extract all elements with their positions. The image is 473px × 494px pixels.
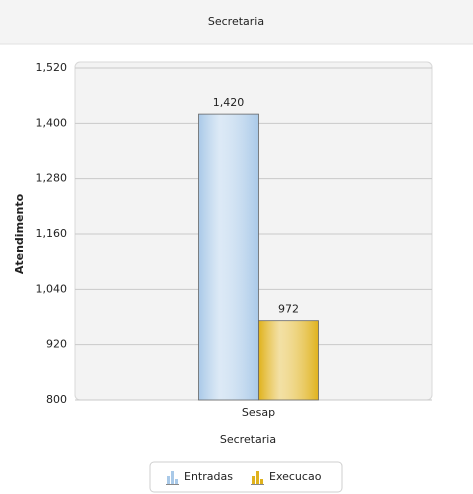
y-tick-label: 1,160 [36, 227, 68, 240]
legend-label: Execucao [269, 470, 322, 483]
legend-icon [260, 479, 263, 484]
value-label: 1,420 [213, 96, 245, 109]
legend-icon [175, 479, 178, 484]
y-tick-label: 1,280 [36, 172, 68, 185]
y-tick-label: 800 [46, 393, 67, 406]
y-tick-label: 1,400 [36, 116, 68, 129]
bar-shine [198, 113, 259, 401]
x-tick-label: Sesap [242, 406, 275, 419]
y-axis-label: Atendimento [13, 193, 26, 274]
value-label: 972 [278, 303, 299, 316]
legend-icon [167, 476, 170, 484]
legend-icon [252, 476, 255, 484]
legend-icon [171, 471, 174, 484]
y-tick-label: 920 [46, 338, 67, 351]
chart-title: Secretaria [208, 15, 264, 28]
bar-shine [258, 320, 319, 401]
legend-icon [256, 471, 259, 484]
x-axis-label: Secretaria [220, 433, 276, 446]
header-bar [0, 0, 473, 44]
y-tick-label: 1,520 [36, 61, 68, 74]
legend-box [149, 461, 343, 493]
y-tick-label: 1,040 [36, 282, 68, 295]
legend-label: Entradas [184, 470, 233, 483]
